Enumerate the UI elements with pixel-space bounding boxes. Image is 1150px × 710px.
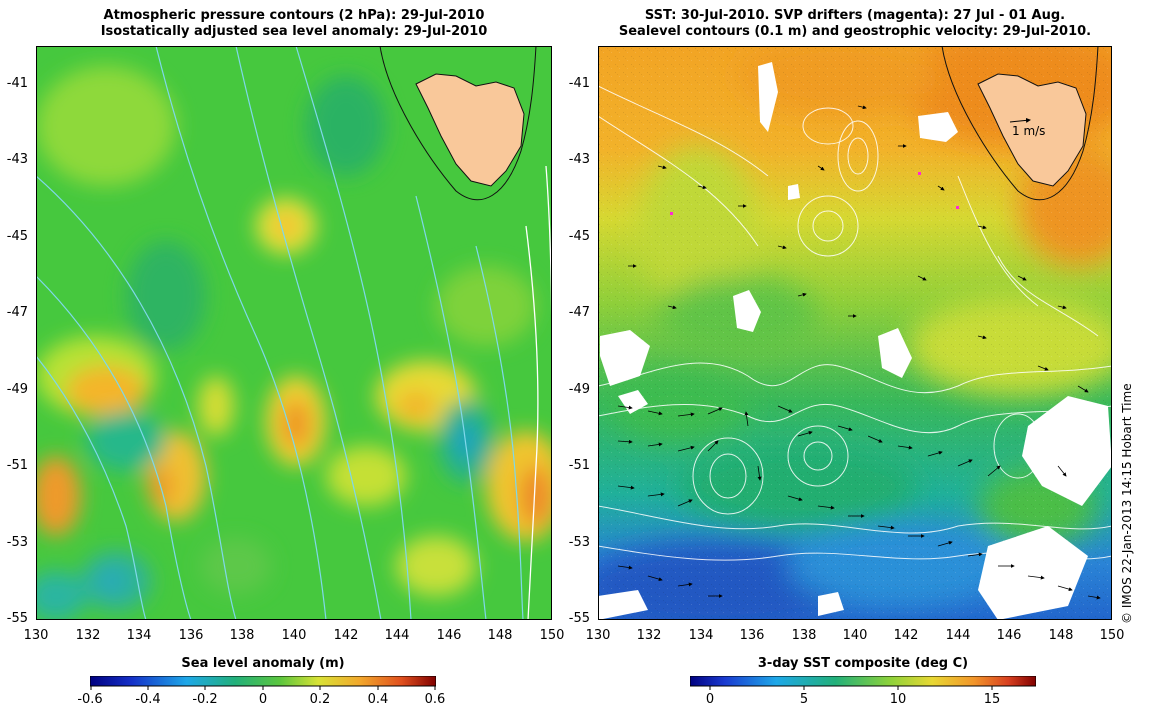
left-x-tick: 130 [23, 628, 49, 643]
right-x-tick: 138 [791, 628, 817, 643]
cloud-mask-patches [598, 62, 1112, 620]
right-cb-tick: 10 [889, 692, 907, 707]
left-cb-tick: 0 [258, 692, 268, 707]
right-x-tick: 130 [585, 628, 611, 643]
left-x-tick: 136 [178, 628, 204, 643]
right-y-tick: -45 [568, 229, 590, 244]
right-x-tick: 140 [842, 628, 868, 643]
sst-colorbar-gradient [690, 676, 1036, 687]
left-x-tick: 140 [281, 628, 307, 643]
right-title-line1: SST: 30-Jul-2010. SVP drifters (magenta)… [644, 8, 1066, 23]
left-cb-tick: -0.2 [192, 692, 218, 707]
left-x-tick: 144 [384, 628, 410, 643]
right-y-tick: -47 [568, 305, 590, 320]
sea-level-anomaly-map [36, 46, 552, 620]
right-x-tick: 132 [636, 628, 662, 643]
left-map-frame [36, 46, 552, 620]
left-y-tick: -45 [6, 229, 28, 244]
right-x-tick: 148 [1048, 628, 1074, 643]
left-y-tick: -55 [6, 611, 28, 626]
left-x-tick: 132 [75, 628, 101, 643]
geostrophic-velocity-arrows [617, 105, 1101, 600]
left-y-tick: -49 [6, 382, 28, 397]
tasmania-shelf-contour [379, 46, 537, 201]
left-x-tick: 150 [539, 628, 565, 643]
right-x-tick: 142 [893, 628, 919, 643]
slm-anomaly-blobs [36, 66, 552, 620]
left-y-tick: -41 [6, 76, 28, 91]
right-y-tick: -43 [568, 152, 590, 167]
left-x-tick: 142 [333, 628, 359, 643]
left-y-tick: -53 [6, 535, 28, 550]
left-y-tick: -43 [6, 152, 28, 167]
sst-colorbar [690, 676, 1036, 690]
right-cb-tick: 5 [799, 692, 809, 707]
left-title-line2: Isostatically adjusted sea level anomaly… [100, 24, 488, 39]
imos-credit: © IMOS 22-Jan-2013 14:15 Hobart Time [1120, 383, 1134, 624]
sea-level-colorbar [90, 676, 436, 690]
velocity-scale-arrow [1009, 117, 1031, 123]
right-x-tick: 146 [996, 628, 1022, 643]
right-y-tick: -55 [568, 611, 590, 626]
left-x-tick: 148 [487, 628, 513, 643]
tasmania-shelf-contour-right [941, 46, 1099, 201]
left-x-tick: 146 [436, 628, 462, 643]
right-y-tick: -51 [568, 458, 590, 473]
right-y-tick: -49 [568, 382, 590, 397]
right-x-tick: 150 [1099, 628, 1125, 643]
right-title-line2: Sealevel contours (0.1 m) and geostrophi… [618, 24, 1092, 39]
left-colorbar-title: Sea level anomaly (m) [181, 656, 345, 671]
svp-drifters [670, 172, 959, 215]
left-y-tick: -51 [6, 458, 28, 473]
sea-level-contours [598, 85, 1112, 561]
sea-level-colorbar-gradient [90, 676, 436, 687]
left-y-tick: -47 [6, 305, 28, 320]
left-cb-tick: 0.2 [309, 692, 331, 707]
left-title-line1: Atmospheric pressure contours (2 hPa): 2… [103, 8, 485, 23]
left-x-tick: 138 [229, 628, 255, 643]
right-map-frame [598, 46, 1112, 620]
left-cb-tick: 0.6 [424, 692, 446, 707]
tasmania-land-right [977, 73, 1087, 187]
left-cb-tick: 0.4 [367, 692, 389, 707]
left-cb-tick: -0.6 [77, 692, 103, 707]
right-y-tick: -41 [568, 76, 590, 91]
right-x-tick: 136 [739, 628, 765, 643]
tasmania-land [415, 73, 525, 187]
right-panel-title: SST: 30-Jul-2010. SVP drifters (magenta)… [598, 8, 1112, 40]
right-x-tick: 134 [688, 628, 714, 643]
left-panel-title: Atmospheric pressure contours (2 hPa): 2… [36, 8, 552, 40]
pressure-contours [36, 46, 524, 620]
right-colorbar-title: 3-day SST composite (deg C) [757, 656, 969, 671]
right-cb-tick: 15 [983, 692, 1001, 707]
left-cb-tick: -0.4 [135, 692, 161, 707]
sst-map [598, 46, 1112, 620]
velocity-scale-label: 1 m/s [1012, 124, 1046, 138]
left-x-tick: 134 [126, 628, 152, 643]
right-y-tick: -53 [568, 535, 590, 550]
right-x-tick: 144 [945, 628, 971, 643]
right-cb-tick: 0 [705, 692, 715, 707]
